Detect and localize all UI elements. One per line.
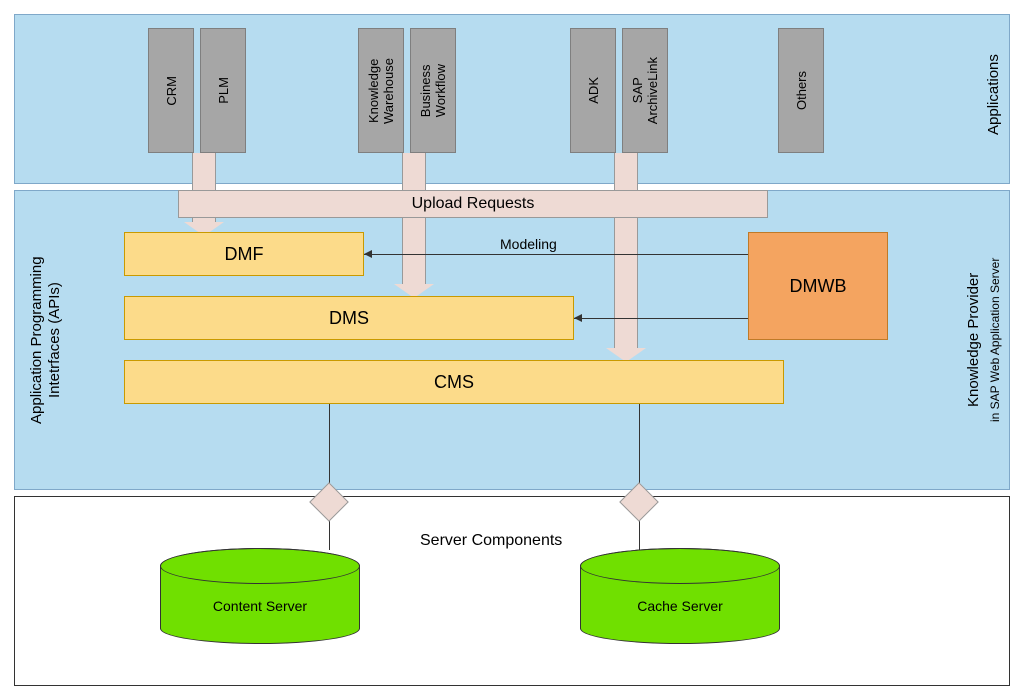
app-adk: ADK [570,28,616,153]
modeling-label: Modeling [500,236,557,252]
app-crm: CRM [148,28,194,153]
app-plm: PLM [200,28,246,153]
modeling-arrowhead-1 [364,250,372,258]
cache-server: Cache Server [580,548,780,648]
app-business-workflow: Business Workflow [410,28,456,153]
kp-sublabel: in SAP Web Application Server [988,240,1002,440]
modeling-line-2 [574,318,748,319]
arrow-to-dmf [192,153,216,190]
cache-server-label: Cache Server [580,598,780,614]
dmf-box: DMF [124,232,364,276]
connector-1 [329,404,330,550]
cms-box: CMS [124,360,784,404]
modeling-line-1 [364,254,748,255]
arrow-to-dms [402,153,426,190]
applications-label: Applications [985,50,1002,140]
upload-requests-bar: Upload Requests [178,190,768,218]
arrow-to-cms-lower [614,218,646,362]
arrow-to-cms [614,153,638,190]
content-server: Content Server [160,548,360,648]
app-sap-archivelink: SAP ArchiveLink [622,28,668,153]
connector-2 [639,404,640,550]
kp-label: Knowledge Provider [965,260,982,420]
app-knowledge-warehouse: Knowledge Warehouse [358,28,404,153]
arrow-to-dms-lower [402,218,434,298]
apis-label: Application Programming Intetrfaces (API… [28,230,64,450]
server-components-label: Server Components [420,532,562,550]
dmwb-box: DMWB [748,232,888,340]
dms-box: DMS [124,296,574,340]
app-others: Others [778,28,824,153]
content-server-label: Content Server [160,598,360,614]
modeling-arrowhead-2 [574,314,582,322]
